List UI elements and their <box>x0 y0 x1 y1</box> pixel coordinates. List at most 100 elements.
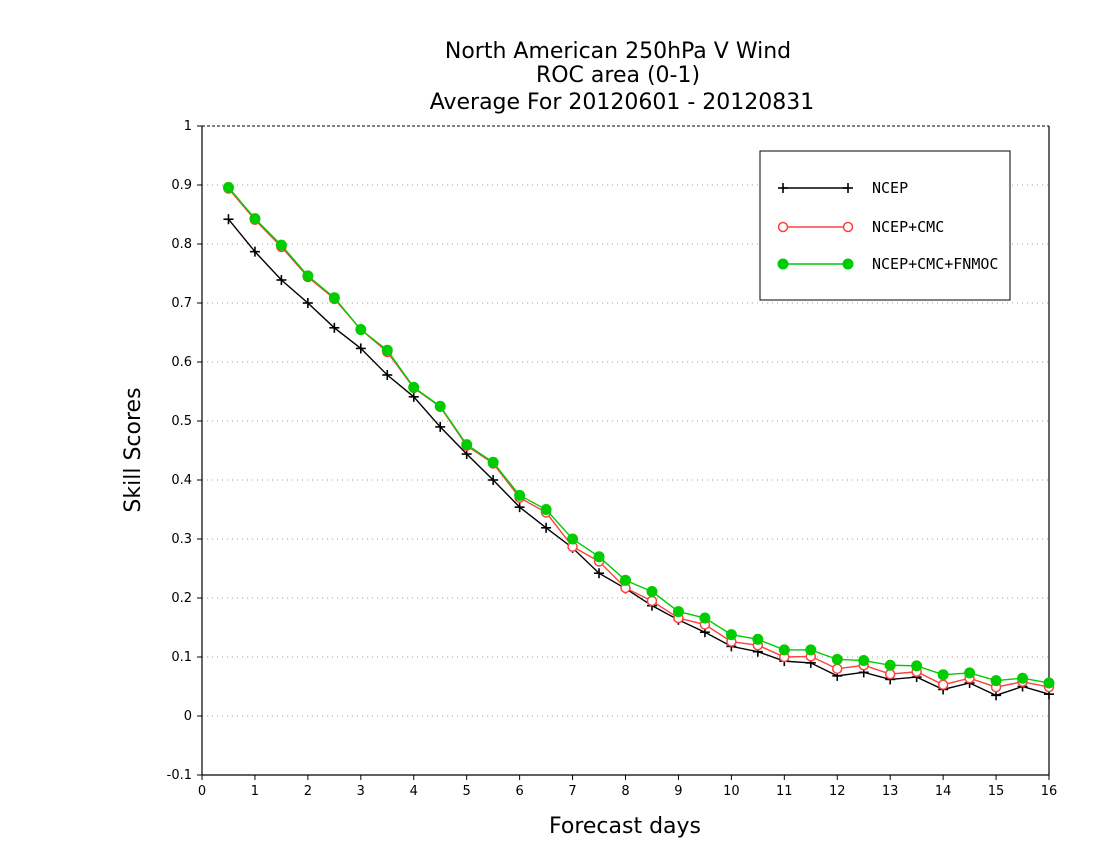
data-point <box>593 551 605 563</box>
data-point <box>964 667 976 679</box>
chart-title: North American 250hPa V Wind ROC area (0… <box>430 39 815 115</box>
data-point <box>937 679 949 690</box>
x-axis-label: Forecast days <box>549 814 701 839</box>
legend-box <box>759 150 1011 301</box>
x-tick-label: 0 <box>198 784 206 799</box>
x-tick-label: 5 <box>463 784 471 799</box>
data-point <box>937 669 949 681</box>
y-tick-label: 0.4 <box>171 473 192 488</box>
data-point <box>355 324 367 336</box>
axis-ticks: -0.100.10.20.30.40.50.60.70.80.910 1 2 3 4 5 6… <box>167 119 1058 799</box>
data-point <box>646 586 658 598</box>
data-point <box>832 663 843 675</box>
data-point <box>540 504 552 515</box>
data-point <box>805 644 817 656</box>
data-point <box>328 292 340 304</box>
data-point <box>514 489 526 501</box>
data-point <box>435 421 446 432</box>
x-tick-label: 1 <box>251 784 259 799</box>
series-0 <box>223 214 1054 701</box>
data-point <box>381 344 393 356</box>
data-point <box>408 381 420 393</box>
data-point <box>1043 677 1055 689</box>
data-point <box>990 675 1002 687</box>
x-tick-label: 7 <box>568 784 576 799</box>
data-point <box>514 502 525 513</box>
data-point <box>249 213 261 225</box>
y-tick-label: 0 <box>184 709 192 724</box>
legend-marker <box>843 183 853 193</box>
legend-label: NCEP+CMC <box>872 218 944 236</box>
y-tick-label: 0.2 <box>171 591 192 606</box>
y-tick-label: 0.9 <box>171 178 192 193</box>
y-tick-label: 0.7 <box>171 296 192 311</box>
y-tick-label: -0.1 <box>167 768 192 783</box>
data-point <box>778 644 790 656</box>
y-tick-label: 1 <box>184 119 192 134</box>
x-tick-label: 8 <box>621 784 629 799</box>
y-axis-label: Skill Scores <box>121 387 146 512</box>
data-point <box>434 400 446 412</box>
legend-marker <box>842 221 854 233</box>
data-point <box>222 181 234 193</box>
y-tick-label: 0.3 <box>171 532 192 547</box>
x-tick-label: 11 <box>776 784 793 799</box>
x-tick-label: 13 <box>882 784 899 799</box>
data-point <box>249 246 260 257</box>
y-tick-label: 0.6 <box>171 355 192 370</box>
legend: NCEP NCEP+CMC NCEP+CMC+FNMOC <box>759 150 1011 301</box>
data-point <box>725 629 737 641</box>
x-tick-label: 4 <box>410 784 418 799</box>
x-tick-label: 12 <box>829 784 846 799</box>
data-point <box>911 660 923 672</box>
data-point <box>487 456 499 468</box>
data-point <box>223 214 234 225</box>
data-point <box>884 668 896 680</box>
legend-item-2: NCEP+CMC+FNMOC <box>777 255 998 273</box>
legend-item-1: NCEP+CMC <box>777 218 944 236</box>
y-tick-label: 0.5 <box>171 414 192 429</box>
data-point <box>884 659 896 671</box>
data-point <box>699 612 711 624</box>
x-tick-label: 16 <box>1041 784 1058 799</box>
legend-marker <box>777 221 789 233</box>
x-tick-label: 6 <box>515 784 523 799</box>
data-point <box>382 369 393 380</box>
x-tick-label: 2 <box>304 784 312 799</box>
data-point <box>567 533 579 545</box>
data-point <box>461 439 473 451</box>
y-tick-label: 0.1 <box>171 650 192 665</box>
legend-item-0: NCEP <box>778 179 908 197</box>
data-point <box>620 574 631 586</box>
data-point <box>488 475 499 485</box>
legend-marker <box>842 258 854 270</box>
series-layer <box>222 181 1055 701</box>
x-tick-label: 10 <box>723 784 740 799</box>
data-point <box>276 274 287 285</box>
data-point <box>858 655 870 667</box>
legend-marker <box>778 183 788 193</box>
x-tick-label: 14 <box>935 784 952 799</box>
legend-label: NCEP <box>872 179 908 197</box>
data-point <box>646 595 658 607</box>
data-point <box>831 653 843 665</box>
data-point <box>329 322 340 333</box>
title-line-3: Average For 20120601 - 20120831 <box>430 90 815 115</box>
legend-marker <box>777 258 789 270</box>
x-tick-label: 3 <box>357 784 365 799</box>
data-point <box>1017 672 1029 684</box>
title-line-2: ROC area (0-1) <box>536 63 700 88</box>
data-point <box>302 298 313 308</box>
title-line-1: North American 250hPa V Wind <box>445 39 791 64</box>
data-point <box>275 239 287 251</box>
data-point <box>672 606 684 618</box>
x-tick-label: 15 <box>988 784 1005 799</box>
legend-label: NCEP+CMC+FNMOC <box>872 255 998 273</box>
data-point <box>302 270 314 282</box>
data-point <box>752 633 764 645</box>
series-2 <box>222 181 1055 689</box>
data-point <box>594 568 605 579</box>
data-point <box>408 391 419 402</box>
y-tick-label: 0.8 <box>171 237 192 252</box>
